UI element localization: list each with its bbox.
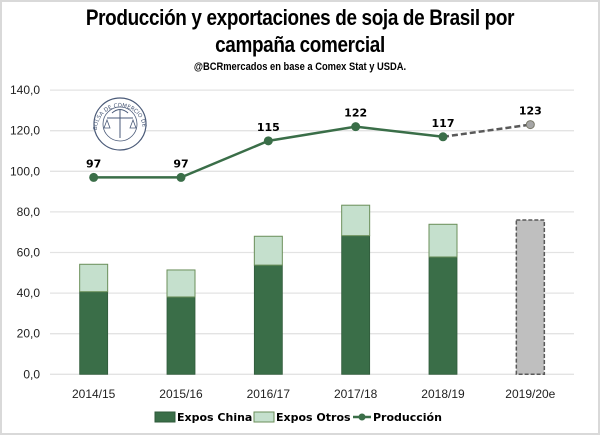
production-data-label: 122 bbox=[344, 107, 367, 120]
x-tick-label: 2016/17 bbox=[247, 387, 291, 401]
production-point bbox=[351, 122, 361, 132]
legend-marker-produccion bbox=[358, 413, 366, 421]
production-data-label: 97 bbox=[86, 157, 101, 170]
bar-expos-estimate bbox=[515, 219, 546, 376]
y-tick-label: 60,0 bbox=[17, 246, 41, 260]
legend-swatch-china bbox=[154, 411, 176, 423]
y-tick-label: 0,0 bbox=[23, 367, 40, 381]
y-tick-label: 140,0 bbox=[10, 83, 40, 97]
title-line-1: Producción y exportaciones de soja de Br… bbox=[85, 5, 515, 30]
x-tick-label: 2019/20e bbox=[505, 387, 555, 401]
title-line-2: campaña comercial bbox=[215, 32, 385, 57]
y-tick-label: 120,0 bbox=[10, 124, 40, 138]
x-axis-ticks: 2014/15 2015/16 2016/17 2017/18 2018/19 2019/… bbox=[72, 387, 556, 401]
y-tick-label: 100,0 bbox=[10, 164, 40, 178]
production-data-label: 117 bbox=[432, 117, 455, 130]
bar-expos-china bbox=[253, 264, 283, 375]
production-point bbox=[176, 172, 186, 182]
bar-expos-otros bbox=[166, 269, 196, 298]
y-axis-ticks: 0,0 20,0 40,0 60,0 80,0 100,0 120,0 140,0 bbox=[10, 83, 40, 381]
chart-subtitle: @BCRmercados en base a Comex Stat y USDA… bbox=[193, 61, 407, 73]
bar-expos-otros bbox=[428, 223, 458, 258]
legend-swatch-otros bbox=[253, 411, 275, 423]
bar-expos-china bbox=[166, 296, 196, 375]
x-tick-label: 2017/18 bbox=[334, 387, 378, 401]
production-point bbox=[525, 120, 535, 130]
x-tick-label: 2014/15 bbox=[72, 387, 116, 401]
bars bbox=[79, 204, 546, 376]
bar-expos-china bbox=[341, 235, 371, 375]
legend-label-otros: Expos Otros bbox=[276, 411, 351, 424]
production-point bbox=[263, 136, 273, 146]
bar-expos-china bbox=[428, 256, 458, 375]
production-point bbox=[438, 132, 448, 142]
production-data-label: 97 bbox=[173, 157, 188, 170]
production-line-estimate bbox=[442, 123, 531, 139]
production-line-solid bbox=[93, 125, 444, 179]
bar-expos-otros bbox=[341, 204, 371, 237]
y-tick-label: 20,0 bbox=[17, 327, 41, 341]
legend-label-produccion: Producción bbox=[373, 411, 442, 424]
bar-expos-otros bbox=[253, 235, 283, 266]
legend-label-china: Expos China bbox=[177, 411, 252, 424]
y-tick-label: 80,0 bbox=[17, 205, 41, 219]
chart-title: Producción y exportaciones de soja de Br… bbox=[42, 4, 558, 58]
production-data-label: 123 bbox=[519, 105, 542, 118]
x-tick-label: 2015/16 bbox=[159, 387, 203, 401]
legend: Expos China Expos Otros Producción bbox=[154, 411, 442, 424]
production-data-label: 115 bbox=[257, 121, 280, 134]
bar-expos-china bbox=[79, 291, 109, 375]
bar-expos-otros bbox=[79, 263, 109, 293]
production-line: 97 97 115 122 117 123 bbox=[86, 105, 542, 182]
y-tick-label: 40,0 bbox=[17, 286, 41, 300]
x-tick-label: 2018/19 bbox=[421, 387, 465, 401]
production-point bbox=[89, 172, 99, 182]
